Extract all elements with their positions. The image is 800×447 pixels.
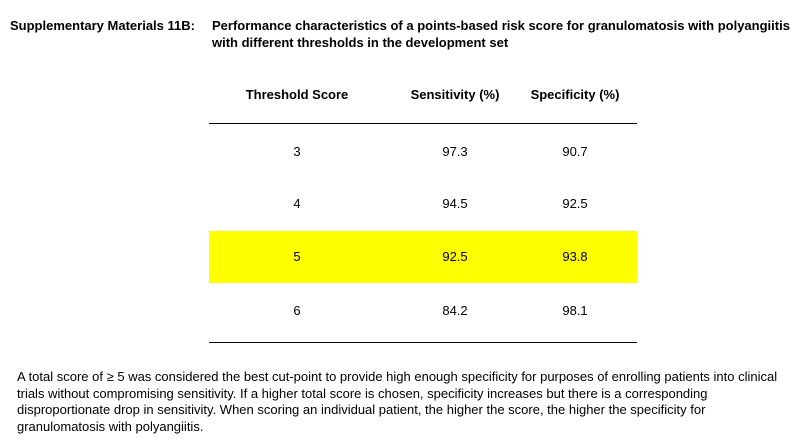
cell-threshold: 4 [293, 196, 301, 211]
table-row: 6 84.2 98.1 [209, 285, 637, 337]
cell-specificity: 92.5 [562, 196, 588, 211]
table-bottom-rule [209, 342, 637, 343]
table-top-rule [209, 123, 637, 124]
cell-specificity: 98.1 [562, 303, 588, 318]
cell-threshold: 3 [293, 144, 301, 159]
title-text: Performance characteristics of a points-… [212, 18, 790, 50]
header-specificity: Specificity (%) [530, 87, 620, 102]
cell-threshold: 6 [293, 303, 301, 318]
table-row-highlighted: 5 92.5 93.8 [209, 231, 637, 283]
header-threshold-score: Threshold Score [245, 87, 349, 102]
cell-threshold: 5 [293, 249, 301, 264]
cell-specificity: 90.7 [562, 144, 588, 159]
cell-sensitivity: 92.5 [442, 249, 468, 264]
table-row: 3 97.3 90.7 [209, 126, 637, 178]
cell-sensitivity: 84.2 [442, 303, 468, 318]
cell-specificity: 93.8 [562, 249, 588, 264]
title-label: Supplementary Materials 11B: [10, 18, 195, 33]
table-header: Threshold Score Sensitivity (%) Specific… [209, 87, 637, 107]
footnote-text: A total score of ≥ 5 was considered the … [17, 369, 778, 434]
cell-sensitivity: 94.5 [442, 196, 468, 211]
table-row: 4 94.5 92.5 [209, 178, 637, 230]
header-sensitivity: Sensitivity (%) [410, 87, 500, 102]
cell-sensitivity: 97.3 [442, 144, 468, 159]
